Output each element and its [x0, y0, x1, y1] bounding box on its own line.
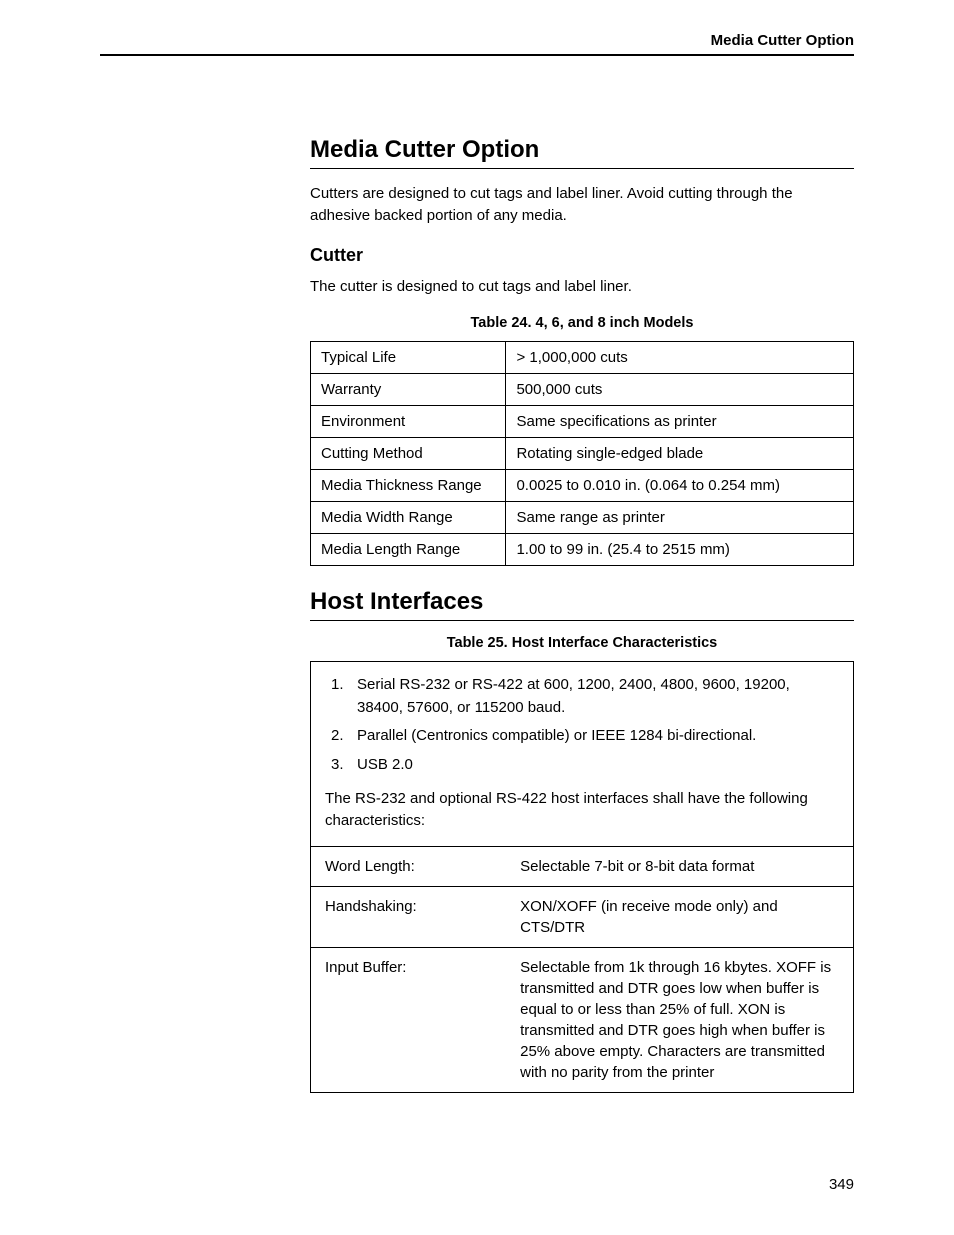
table25-top-section: 1. Serial RS-232 or RS-422 at 600, 1200,…	[311, 662, 853, 847]
subsection-title-cutter: Cutter	[310, 245, 854, 266]
list-text: Parallel (Centronics compatible) or IEEE…	[357, 725, 839, 748]
table-cell-label: Input Buffer:	[311, 947, 506, 1092]
cutter-text: The cutter is designed to cut tags and l…	[310, 276, 854, 298]
table-cell-value: XON/XOFF (in receive mode only) and CTS/…	[506, 886, 853, 947]
list-item: 1. Serial RS-232 or RS-422 at 600, 1200,…	[331, 674, 839, 719]
table-cell-value: 0.0025 to 0.010 in. (0.064 to 0.254 mm)	[506, 470, 854, 502]
table-cell-label: Media Thickness Range	[311, 470, 506, 502]
table24-caption: Table 24. 4, 6, and 8 inch Models	[310, 315, 854, 331]
table-row: Cutting Method Rotating single-edged bla…	[311, 438, 854, 470]
table-cell-value: Selectable from 1k through 16 kbytes. XO…	[506, 947, 853, 1092]
list-num: 2.	[331, 725, 357, 748]
table-row: Media Length Range 1.00 to 99 in. (25.4 …	[311, 534, 854, 566]
list-num: 3.	[331, 754, 357, 777]
table24: Typical Life > 1,000,000 cuts Warranty 5…	[310, 341, 854, 566]
table-cell-label: Typical Life	[311, 342, 506, 374]
page-content: Media Cutter Option Cutters are designed…	[310, 136, 854, 1093]
interface-note: The RS-232 and optional RS-422 host inte…	[325, 788, 839, 832]
media-cutter-intro: Cutters are designed to cut tags and lab…	[310, 183, 854, 227]
table-cell-label: Media Width Range	[311, 502, 506, 534]
list-text: Serial RS-232 or RS-422 at 600, 1200, 24…	[357, 674, 839, 719]
table-cell-value: Selectable 7-bit or 8-bit data format	[506, 847, 853, 887]
table-cell-value: Same specifications as printer	[506, 406, 854, 438]
table-cell-label: Environment	[311, 406, 506, 438]
table-row: Warranty 500,000 cuts	[311, 374, 854, 406]
list-item: 2. Parallel (Centronics compatible) or I…	[331, 725, 839, 748]
table-cell-value: > 1,000,000 cuts	[506, 342, 854, 374]
list-num: 1.	[331, 674, 357, 719]
running-header-text: Media Cutter Option	[711, 32, 854, 49]
table-cell-label: Warranty	[311, 374, 506, 406]
table-row: Word Length: Selectable 7-bit or 8-bit d…	[311, 847, 853, 887]
table25: 1. Serial RS-232 or RS-422 at 600, 1200,…	[310, 661, 854, 1093]
table-cell-value: Same range as printer	[506, 502, 854, 534]
section-title-media-cutter: Media Cutter Option	[310, 136, 854, 169]
section-title-host-interfaces: Host Interfaces	[310, 588, 854, 621]
table-cell-label: Media Length Range	[311, 534, 506, 566]
running-header: Media Cutter Option	[100, 32, 854, 56]
table-row: Typical Life > 1,000,000 cuts	[311, 342, 854, 374]
characteristics-table: Word Length: Selectable 7-bit or 8-bit d…	[311, 847, 853, 1092]
table-row: Handshaking: XON/XOFF (in receive mode o…	[311, 886, 853, 947]
table-row: Media Width Range Same range as printer	[311, 502, 854, 534]
table-row: Input Buffer: Selectable from 1k through…	[311, 947, 853, 1092]
interface-list: 1. Serial RS-232 or RS-422 at 600, 1200,…	[331, 674, 839, 776]
table-cell-value: Rotating single-edged blade	[506, 438, 854, 470]
list-item: 3. USB 2.0	[331, 754, 839, 777]
table25-caption: Table 25. Host Interface Characteristics	[310, 635, 854, 651]
table-row: Environment Same specifications as print…	[311, 406, 854, 438]
list-text: USB 2.0	[357, 754, 839, 777]
table-cell-label: Handshaking:	[311, 886, 506, 947]
table-cell-label: Cutting Method	[311, 438, 506, 470]
page-number: 349	[829, 1176, 854, 1193]
table-row: Media Thickness Range 0.0025 to 0.010 in…	[311, 470, 854, 502]
table-cell-label: Word Length:	[311, 847, 506, 887]
table-cell-value: 500,000 cuts	[506, 374, 854, 406]
table-cell-value: 1.00 to 99 in. (25.4 to 2515 mm)	[506, 534, 854, 566]
